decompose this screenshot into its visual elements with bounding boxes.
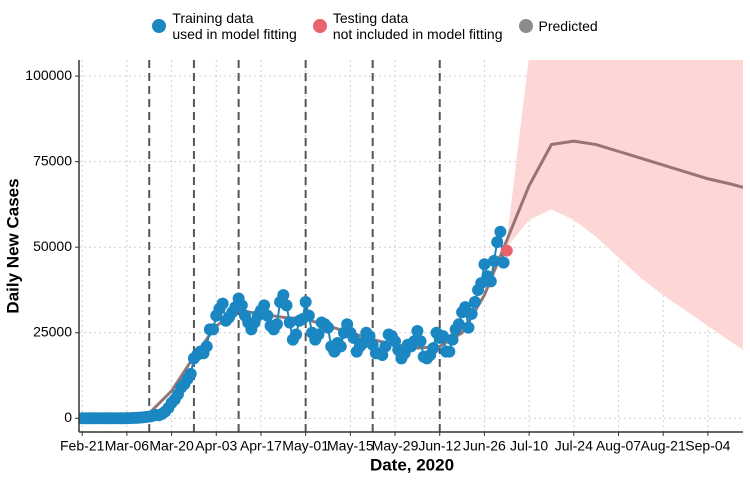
y-tick-label: 0 xyxy=(64,409,72,425)
data-point xyxy=(488,254,500,267)
data-point xyxy=(468,295,481,308)
data-point xyxy=(462,321,475,334)
data-point xyxy=(302,309,315,322)
data-point xyxy=(497,256,510,269)
data-point xyxy=(322,321,334,334)
data-point xyxy=(478,258,491,271)
data-point xyxy=(280,299,293,312)
data-point xyxy=(312,328,325,341)
data-point xyxy=(347,331,360,344)
plot-area xyxy=(79,60,743,432)
legend-item: Predicted xyxy=(518,10,598,42)
legend-label: Training data used in model fitting xyxy=(172,10,297,42)
data-point xyxy=(200,340,213,353)
legend-label: Predicted xyxy=(538,18,598,34)
data-point xyxy=(184,367,197,380)
data-point xyxy=(436,330,449,343)
y-tick-label: 50000 xyxy=(33,238,72,254)
data-point xyxy=(216,297,229,310)
x-tick-label: Feb-21 xyxy=(60,438,105,454)
legend: Training data used in model fitting Testi… xyxy=(0,10,750,42)
x-tick-label: Jun-12 xyxy=(418,438,461,454)
x-tick-label: Apr-17 xyxy=(240,438,282,454)
data-point xyxy=(491,236,504,249)
data-point xyxy=(283,316,296,329)
data-point xyxy=(414,335,427,348)
x-tick-label: Aug-07 xyxy=(596,438,641,454)
x-tick-label: Jul-24 xyxy=(555,438,593,454)
data-point xyxy=(484,275,497,288)
data-point xyxy=(443,345,456,358)
data-point xyxy=(452,318,465,331)
data-point xyxy=(290,328,303,341)
x-tick-label: Aug-21 xyxy=(641,438,686,454)
data-point xyxy=(235,299,248,312)
data-point xyxy=(494,225,507,238)
data-point xyxy=(299,295,312,308)
x-tick-label: May-01 xyxy=(282,438,329,454)
x-tick-label: Jun-26 xyxy=(463,438,506,454)
y-tick-label: 75000 xyxy=(33,152,72,168)
x-tick-label: Sep-04 xyxy=(685,438,730,454)
x-tick-label: Mar-06 xyxy=(105,438,150,454)
data-point xyxy=(379,340,392,353)
legend-label: Testing data not included in model fitti… xyxy=(332,10,503,42)
x-axis-title: Date, 2020 xyxy=(370,455,454,474)
data-point xyxy=(261,309,274,322)
y-tick-label: 25000 xyxy=(33,323,72,339)
legend-item: Training data used in model fitting xyxy=(152,10,297,42)
data-point xyxy=(207,323,220,336)
data-point xyxy=(411,325,424,338)
data-point xyxy=(427,342,440,355)
legend-item: Testing data not included in model fitti… xyxy=(312,10,503,42)
y-tick-label: 100000 xyxy=(25,67,72,83)
x-tick-label: Apr-03 xyxy=(195,438,237,454)
data-point xyxy=(446,333,459,346)
data-point xyxy=(258,299,271,312)
data-point xyxy=(270,318,283,331)
x-tick-label: May-15 xyxy=(327,438,374,454)
x-tick-label: Jul-10 xyxy=(510,438,548,454)
x-tick-label: May-29 xyxy=(372,438,419,454)
legend-marker xyxy=(152,19,167,33)
confidence-band xyxy=(506,60,743,350)
data-point xyxy=(277,289,290,302)
legend-marker xyxy=(518,19,533,33)
y-axis-title: Daily New Cases xyxy=(3,178,22,313)
data-point xyxy=(334,340,347,353)
legend-marker xyxy=(312,19,327,33)
data-point xyxy=(465,307,478,320)
data-point xyxy=(500,244,513,257)
x-tick-label: Mar-20 xyxy=(149,438,194,454)
